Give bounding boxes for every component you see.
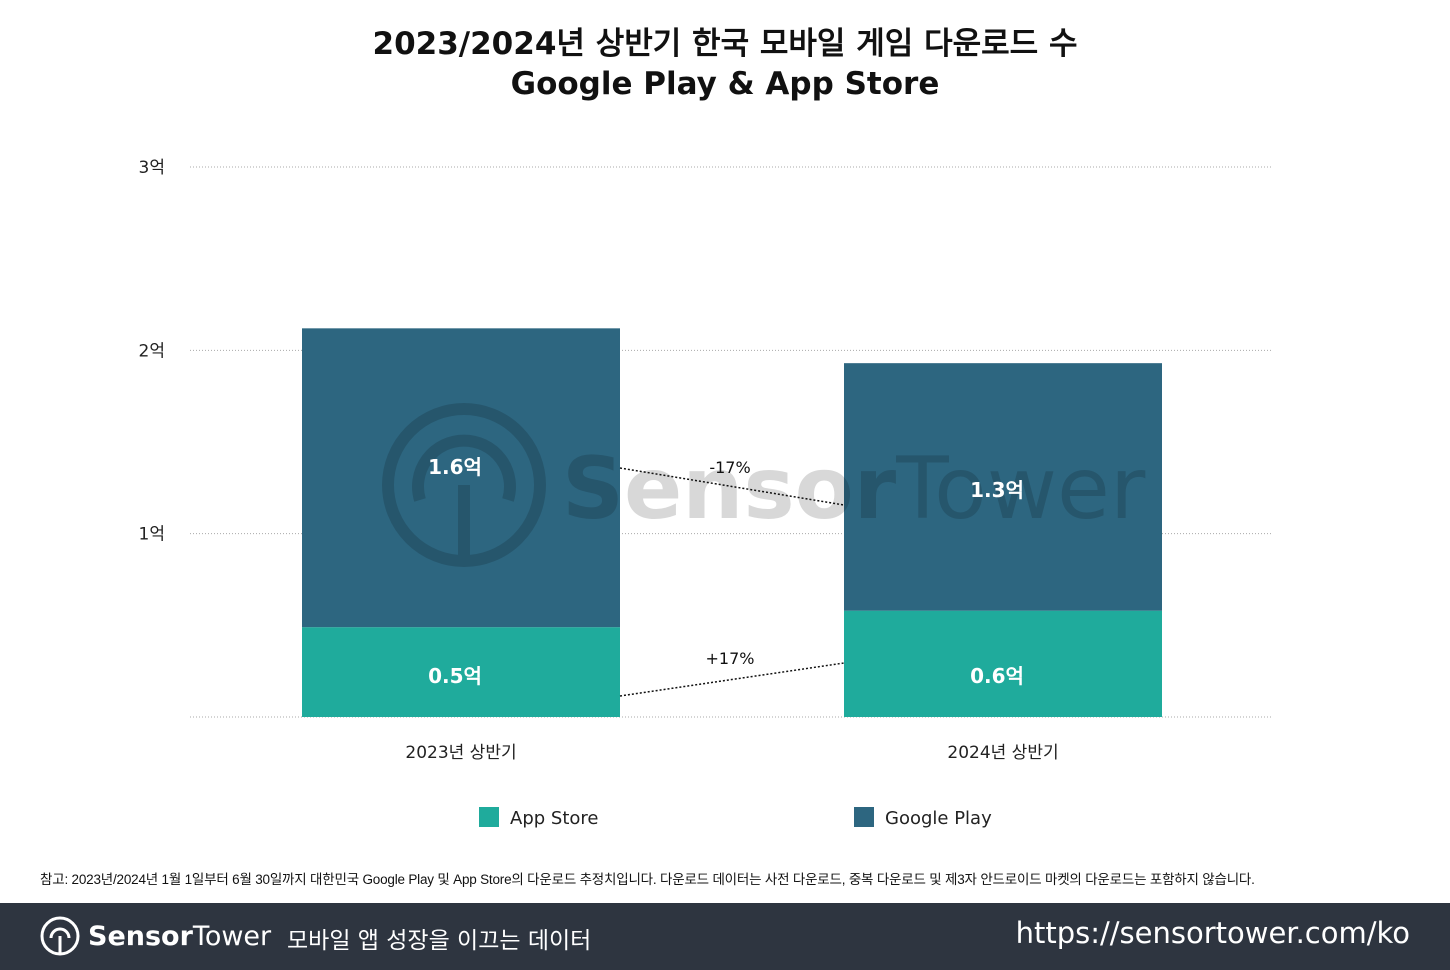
y-tick-label: 3억 bbox=[139, 158, 165, 178]
sensortower-logo-icon bbox=[40, 916, 80, 956]
change-label-app-store: +17% bbox=[706, 649, 755, 668]
data-label: 0.6억 bbox=[970, 664, 1024, 688]
bar-google-play bbox=[844, 363, 1162, 611]
data-label: 1.3억 bbox=[970, 478, 1024, 502]
connector-app-store bbox=[619, 662, 845, 697]
bar-app-store bbox=[302, 627, 620, 717]
watermark: SensorTower bbox=[382, 403, 1146, 567]
legend-label: App Store bbox=[510, 808, 598, 829]
bar-app-store bbox=[844, 610, 1162, 717]
legend-swatch bbox=[854, 807, 874, 827]
change-label-google-play: -17% bbox=[709, 458, 750, 477]
data-label: 1.6억 bbox=[428, 455, 482, 479]
connector-google-play bbox=[619, 467, 845, 506]
legend-label: Google Play bbox=[885, 808, 992, 829]
svg-text:SensorTower: SensorTower bbox=[562, 439, 1146, 539]
chart-title: 2023/2024년 상반기 한국 모바일 게임 다운로드 수 bbox=[372, 26, 1078, 62]
sensortower-logo[interactable]: SensorTower bbox=[40, 916, 271, 956]
chart-subtitle: Google Play & App Store bbox=[510, 66, 940, 102]
tagline: 모바일 앱 성장을 이끄는 데이터 bbox=[287, 928, 592, 954]
y-tick-label: 1억 bbox=[139, 525, 165, 545]
legend-swatch bbox=[479, 807, 499, 827]
footer-bar: SensorTower 모바일 앱 성장을 이끄는 데이터 https://se… bbox=[0, 903, 1450, 970]
footnote: 참고: 2023년/2024년 1월 1일부터 6월 30일까지 대한민국 Go… bbox=[40, 872, 1255, 887]
website-link[interactable]: https://sensortower.com/ko bbox=[1015, 916, 1410, 950]
brand-bold: Sensor bbox=[88, 920, 193, 952]
x-tick-label: 2024년 상반기 bbox=[947, 743, 1058, 763]
bar-google-play bbox=[302, 328, 620, 628]
data-label: 0.5억 bbox=[428, 664, 482, 688]
x-tick-label: 2023년 상반기 bbox=[405, 743, 516, 763]
y-tick-label: 2억 bbox=[139, 341, 165, 361]
brand-light: Tower bbox=[192, 920, 272, 952]
